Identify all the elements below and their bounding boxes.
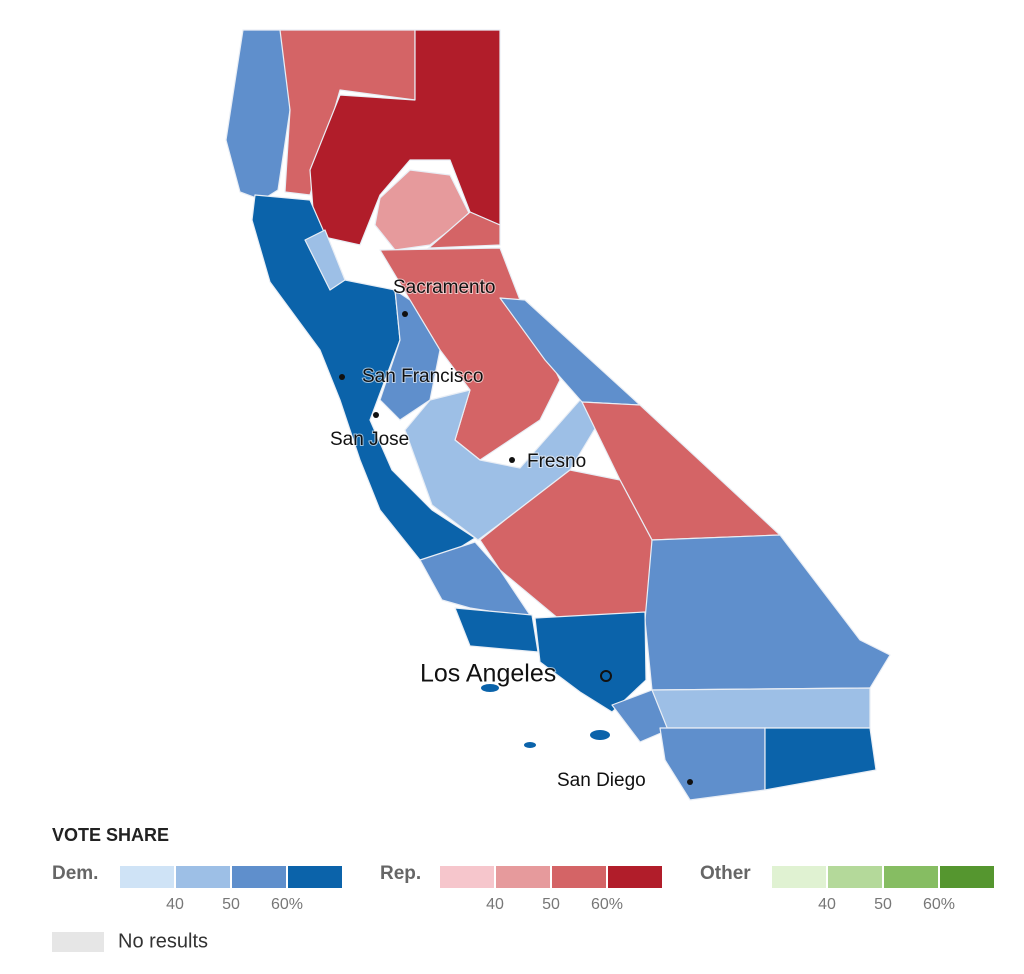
legend-swatch bbox=[552, 866, 606, 888]
counties bbox=[225, 29, 891, 801]
legend-swatch bbox=[288, 866, 342, 888]
city-dot bbox=[509, 457, 515, 463]
legend-swatch bbox=[496, 866, 550, 888]
county bbox=[659, 727, 766, 801]
county bbox=[534, 611, 647, 713]
legend-tick-label: 40 bbox=[486, 896, 504, 913]
legend-swatch bbox=[120, 866, 174, 888]
city-label: Fresno bbox=[527, 451, 586, 472]
city-dot bbox=[339, 374, 345, 380]
cities: Sacramento San Francisco San Jose Fresno… bbox=[329, 276, 693, 792]
legend-tick-label: 50 bbox=[874, 896, 892, 913]
county bbox=[644, 534, 891, 691]
city-dot bbox=[402, 311, 408, 317]
city-label: San Jose bbox=[330, 429, 409, 450]
city-label: Los Angeles bbox=[420, 660, 556, 688]
legend-group-label: Other bbox=[700, 863, 751, 884]
island bbox=[524, 742, 536, 748]
island bbox=[481, 684, 499, 692]
city-label: Sacramento bbox=[393, 277, 495, 298]
county bbox=[379, 289, 441, 421]
no-results-swatch bbox=[52, 932, 104, 952]
city-dot bbox=[687, 779, 693, 785]
no-results-label: No results bbox=[118, 930, 208, 952]
legend-swatch bbox=[828, 866, 882, 888]
legend-tick-label: 50 bbox=[542, 896, 560, 913]
legend: VOTE SHARE No results Dem. 40 50 60% Rep. 40 5… bbox=[52, 825, 994, 952]
legend-group-label: Rep. bbox=[380, 863, 421, 884]
island bbox=[590, 730, 610, 740]
city-dot bbox=[600, 670, 612, 682]
legend-swatch bbox=[608, 866, 662, 888]
county bbox=[225, 29, 291, 201]
legend-tick-label: 40 bbox=[166, 896, 184, 913]
legend-swatch bbox=[940, 866, 994, 888]
legend-group-label: Dem. bbox=[52, 863, 98, 884]
legend-tick-label: 40 bbox=[818, 896, 836, 913]
city-dot bbox=[373, 412, 379, 418]
legend-tick-label: 60% bbox=[923, 896, 955, 913]
legend-tick-label: 60% bbox=[271, 896, 303, 913]
legend-swatch bbox=[232, 866, 286, 888]
city-label: San Diego bbox=[557, 770, 646, 791]
legend-swatch bbox=[440, 866, 494, 888]
legend-swatch bbox=[176, 866, 230, 888]
legend-tick-label: 60% bbox=[591, 896, 623, 913]
legend-swatch bbox=[772, 866, 826, 888]
legend-tick-label: 50 bbox=[222, 896, 240, 913]
county bbox=[454, 607, 539, 653]
city-label: San Francisco bbox=[362, 366, 483, 387]
legend-swatch bbox=[884, 866, 938, 888]
county bbox=[651, 687, 871, 729]
legend-title: VOTE SHARE bbox=[52, 825, 169, 845]
county bbox=[764, 727, 877, 791]
county bbox=[304, 229, 346, 291]
